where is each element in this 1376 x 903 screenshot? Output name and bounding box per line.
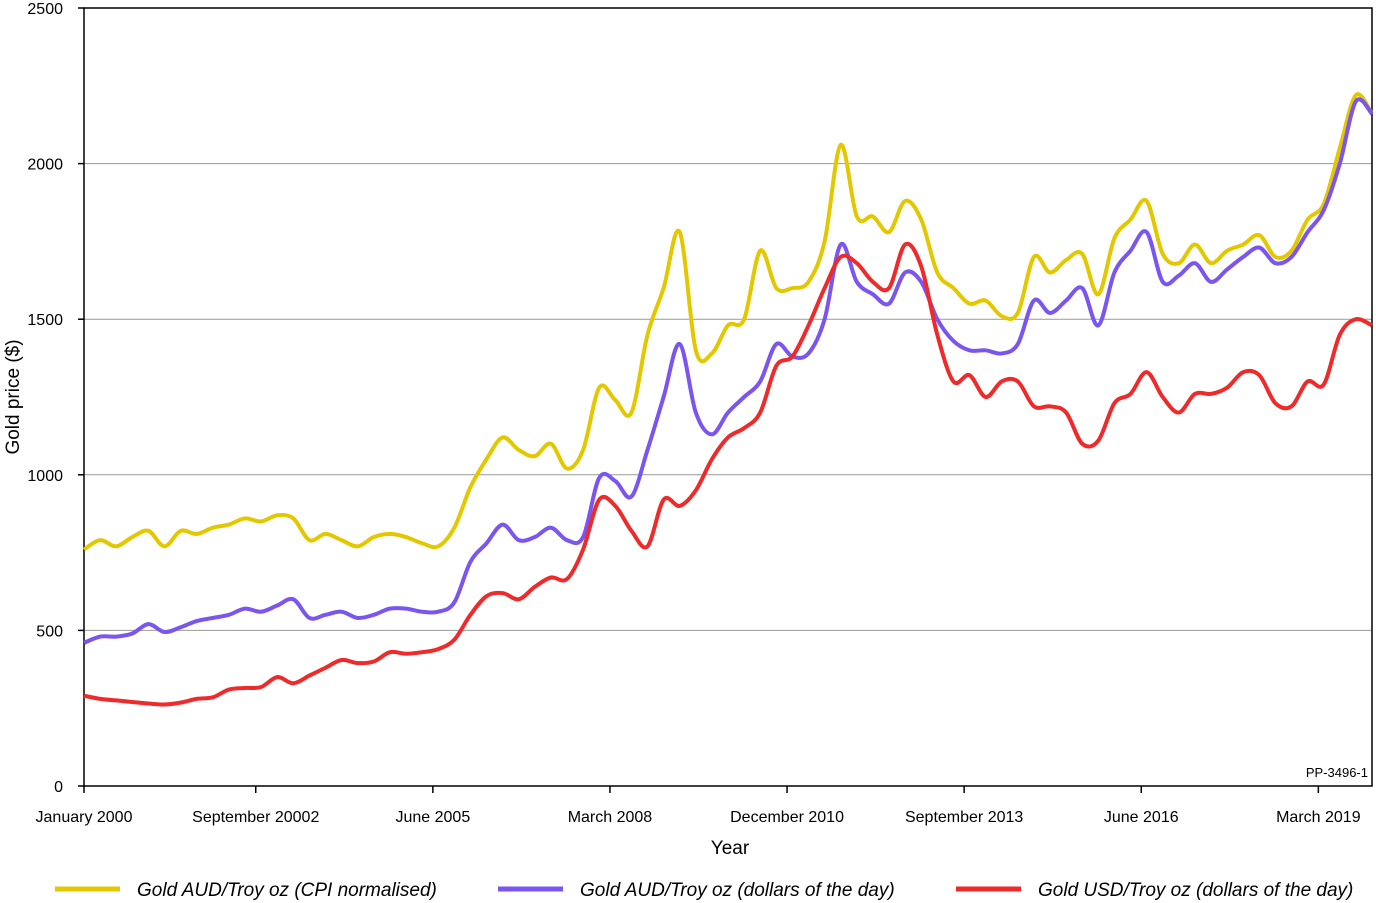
y-tick-label: 2500 — [27, 1, 63, 18]
series-line-1 — [82, 92, 1374, 552]
x-tick-label: March 2019 — [1276, 809, 1361, 826]
y-tick-label: 2000 — [27, 157, 63, 174]
legend-label: Gold USD/Troy oz (dollars of the day) — [1038, 880, 1353, 901]
y-axis: 0 500 1000 1500 2000 2500 — [27, 1, 84, 796]
series-line-2 — [83, 97, 1374, 645]
x-tick-label: January 2000 — [36, 809, 133, 826]
x-axis: January 2000 September 20002 June 2005 Marc… — [36, 786, 1361, 826]
y-tick-label: 0 — [54, 779, 63, 796]
x-tick-label: September 2013 — [905, 809, 1023, 826]
y-axis-title: Gold price ($) — [3, 339, 24, 454]
legend-label: Gold AUD/Troy oz (CPI normalised) — [137, 880, 437, 901]
legend: Gold AUD/Troy oz (CPI normalised) Gold AU… — [55, 880, 1353, 901]
x-tick-label: December 2010 — [730, 809, 844, 826]
x-tick-label: June 2016 — [1104, 809, 1179, 826]
x-axis-title: Year — [711, 838, 750, 859]
y-tick-label: 500 — [36, 623, 63, 640]
legend-label: Gold AUD/Troy oz (dollars of the day) — [580, 880, 895, 901]
gridlines — [84, 163, 1372, 631]
x-tick-label: March 2008 — [568, 809, 653, 826]
plot-frame — [83, 7, 1373, 787]
y-tick-label: 1000 — [27, 468, 63, 485]
x-tick-label: September 20002 — [192, 809, 319, 826]
x-tick-label: June 2005 — [395, 809, 470, 826]
series-line-3 — [83, 241, 1373, 707]
figure-code: PP-3496-1 — [1306, 765, 1368, 780]
series-lines — [82, 92, 1374, 707]
y-tick-label: 1500 — [27, 312, 63, 329]
